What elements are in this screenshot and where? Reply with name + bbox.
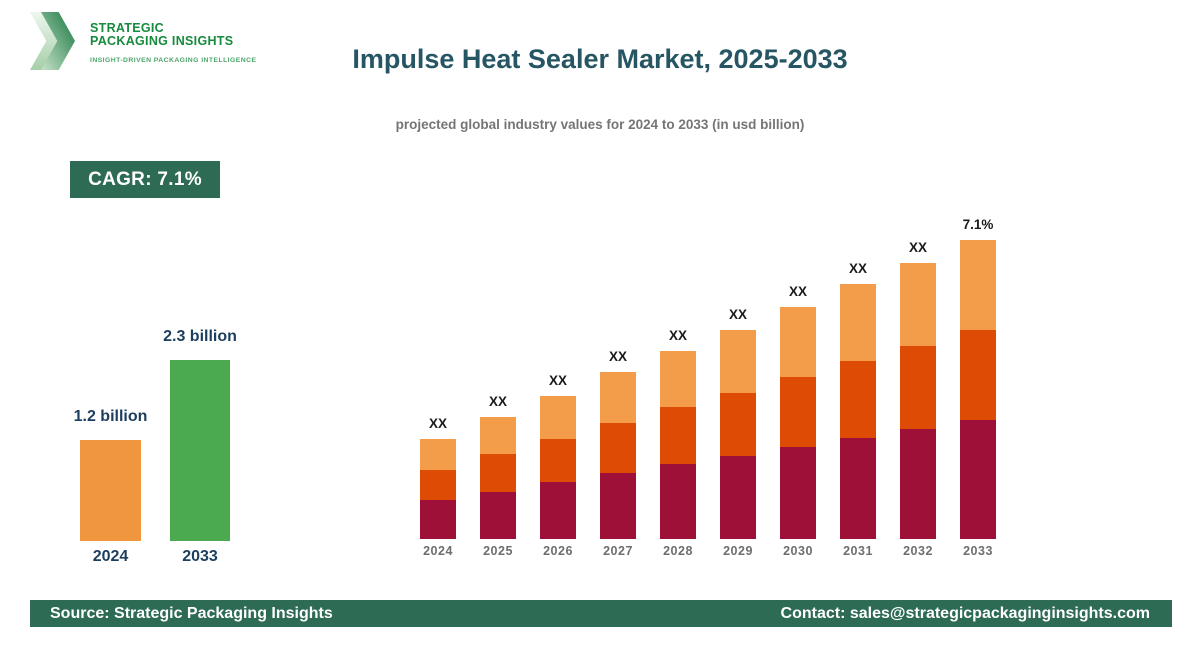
stacked-bar-column-2026: XX 2026 — [540, 190, 576, 558]
bar-top-label: 7.1% — [962, 217, 994, 232]
bar-top-label: XX — [668, 328, 688, 343]
bar-top-label: XX — [848, 261, 868, 276]
bar-segment-segment-middle — [600, 423, 636, 473]
bar-segment-segment-top — [540, 396, 576, 439]
footer-source: Source: Strategic Packaging Insights — [50, 604, 333, 622]
bar-segment-segment-bottom — [720, 456, 756, 539]
bar-year-label: 2024 — [423, 544, 453, 558]
bar-segment-segment-middle — [960, 330, 996, 420]
bar-top-label: XX — [488, 394, 508, 409]
bar-segment-segment-bottom — [840, 438, 876, 539]
logo-text: STRATEGIC PACKAGING INSIGHTS INSIGHT-DRI… — [90, 12, 256, 70]
bar-top-label: XX — [548, 373, 568, 388]
bar-segment-segment-top — [720, 330, 756, 393]
bar-year-label: 2027 — [603, 544, 633, 558]
bar-segment-segment-top — [660, 351, 696, 407]
logo-name-line1: STRATEGIC — [90, 21, 164, 35]
cagr-badge: CAGR: 7.1% — [70, 161, 220, 198]
bar-segment-segment-middle — [780, 377, 816, 447]
bar-top-label: XX — [428, 416, 448, 431]
bar-segment-segment-top — [420, 439, 456, 470]
bar-segment-segment-middle — [660, 407, 696, 464]
bar-year-label: 2031 — [843, 544, 873, 558]
bar-segment-segment-top — [480, 417, 516, 454]
mini-year-label: 2024 — [92, 548, 129, 565]
bar-segment-segment-bottom — [480, 492, 516, 539]
bar-segment-segment-bottom — [780, 447, 816, 539]
bar-segment-segment-middle — [900, 346, 936, 429]
bar-year-label: 2032 — [903, 544, 933, 558]
bar-segment-segment-bottom — [600, 473, 636, 539]
footer-bar: Source: Strategic Packaging Insights Con… — [30, 600, 1172, 627]
stacked-bar-column-2028: XX 2028 — [660, 190, 696, 558]
bar-segment-segment-bottom — [960, 420, 996, 539]
bar-segment-segment-bottom — [540, 482, 576, 539]
bar-segment-segment-middle — [420, 470, 456, 500]
mini-bar-column-2024: 1.2 billion 2024 — [74, 320, 148, 565]
logo-chevron-icon — [30, 12, 86, 70]
bar-segment-segment-bottom — [660, 464, 696, 539]
footer-contact: Contact: sales@strategicpackaginginsight… — [780, 604, 1150, 622]
bar-segment-segment-top — [900, 263, 936, 346]
bar-year-label: 2033 — [963, 544, 993, 558]
bar-year-label: 2030 — [783, 544, 813, 558]
bar-segment-segment-middle — [840, 361, 876, 438]
bar-top-label: XX — [728, 307, 748, 322]
bar-segment-segment-top — [960, 240, 996, 330]
stacked-bar-column-2031: XX 2031 — [840, 190, 876, 558]
bar-top-label: XX — [908, 240, 928, 255]
bar-segment-segment-top — [840, 284, 876, 361]
logo-tagline: INSIGHT-DRIVEN PACKAGING INTELLIGENCE — [90, 57, 257, 64]
mini-value-label: 1.2 billion — [73, 408, 148, 425]
bar-year-label: 2029 — [723, 544, 753, 558]
bar-segment-segment-top — [600, 372, 636, 423]
stacked-bar-column-2033: 7.1% 2033 — [960, 190, 996, 558]
bar-segment-segment-middle — [480, 454, 516, 492]
stacked-bar-column-2030: XX 2030 — [780, 190, 816, 558]
stacked-bar-column-2032: XX 2032 — [900, 190, 936, 558]
bar-year-label: 2026 — [543, 544, 573, 558]
bar-segment-segment-top — [780, 307, 816, 377]
stacked-bar-column-2025: XX 2025 — [480, 190, 516, 558]
bar-year-label: 2025 — [483, 544, 513, 558]
page-title: Impulse Heat Sealer Market, 2025-2033 — [352, 44, 848, 74]
bar-segment-segment-middle — [540, 439, 576, 482]
bar-top-label: XX — [608, 349, 628, 364]
stacked-bar-column-2029: XX 2029 — [720, 190, 756, 558]
mini-bar — [80, 440, 141, 541]
logo: STRATEGIC PACKAGING INSIGHTS INSIGHT-DRI… — [30, 12, 256, 70]
logo-name-line2: PACKAGING INSIGHTS — [90, 34, 234, 48]
page-subtitle: projected global industry values for 202… — [395, 117, 805, 132]
stacked-bar-chart: XX 2024 XX 2025 XX 2026 XX 2027 XX 2028 XX 2029 XX 20… — [420, 190, 1020, 558]
bar-segment-segment-middle — [720, 393, 756, 456]
mini-value-label: 2.3 billion — [163, 328, 237, 345]
bar-segment-segment-bottom — [420, 500, 456, 539]
stacked-bar-column-2027: XX 2027 — [600, 190, 636, 558]
bar-year-label: 2028 — [663, 544, 693, 558]
mini-bar — [170, 360, 230, 541]
mini-comparison-chart: 1.2 billion 2024 2.3 billion 2033 — [60, 320, 260, 565]
stacked-bar-column-2024: XX 2024 — [420, 190, 456, 558]
mini-year-label: 2033 — [182, 548, 218, 565]
mini-bar-column-2033: 2.3 billion 2033 — [163, 320, 237, 565]
bar-segment-segment-bottom — [900, 429, 936, 539]
bar-top-label: XX — [788, 284, 808, 299]
